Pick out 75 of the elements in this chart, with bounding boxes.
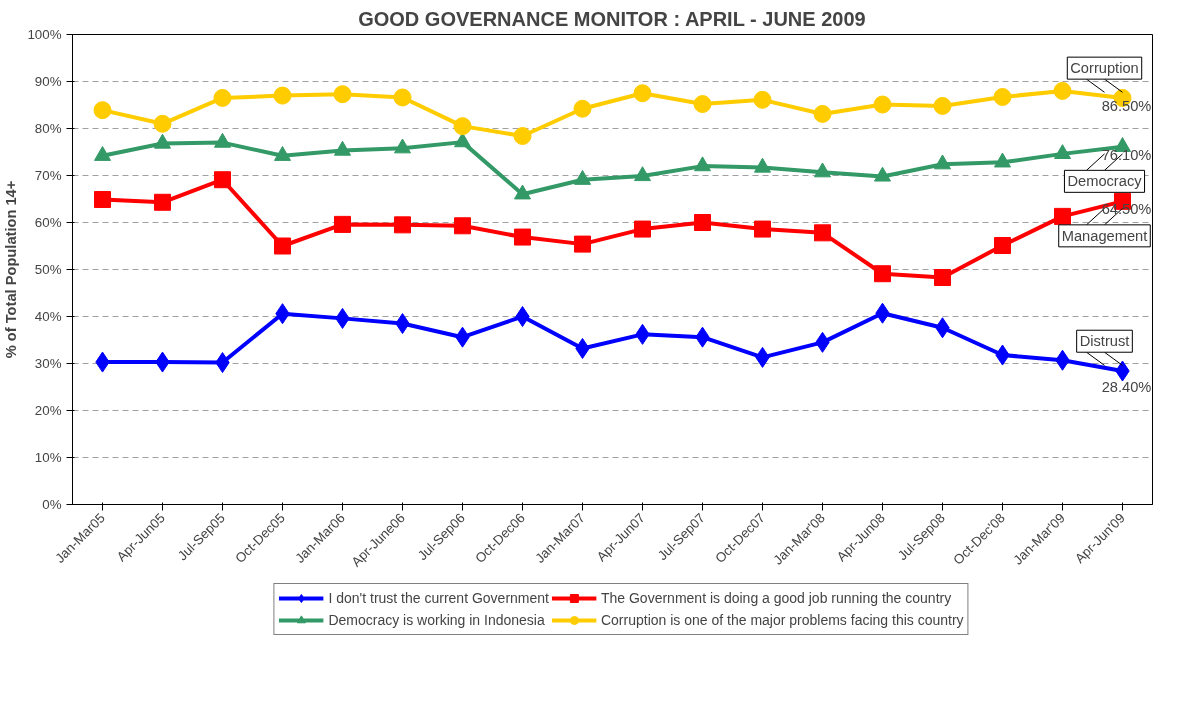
- point: [874, 166, 891, 182]
- legend-label: Democracy is working in Indonesia: [328, 612, 545, 628]
- point: [513, 127, 532, 145]
- point: [214, 132, 231, 148]
- point: [934, 154, 951, 170]
- point: [94, 190, 111, 208]
- data-label: 86.50%: [1101, 97, 1152, 114]
- y-tick-label: 30%: [34, 356, 62, 371]
- point: [154, 193, 171, 211]
- point: [933, 96, 952, 115]
- point: [1054, 144, 1071, 159]
- legend-label: The Government is doing a good job running the country: [600, 590, 952, 606]
- y-tick-label: 50%: [34, 262, 62, 277]
- point: [934, 268, 951, 286]
- point: [754, 157, 771, 173]
- point: [634, 166, 651, 182]
- point: [93, 101, 112, 120]
- point: [334, 215, 351, 233]
- legend-label: I don't trust the current Government: [328, 590, 549, 606]
- annotation: Corruption: [1070, 60, 1139, 77]
- y-axis-title: % of Total Population 14+: [3, 180, 20, 359]
- data-label: 76.10%: [1101, 146, 1152, 163]
- y-tick-label: 60%: [34, 215, 62, 230]
- y-tick-label: 20%: [34, 403, 62, 418]
- point: [454, 217, 471, 235]
- point: [693, 95, 712, 114]
- annotation: Distrust: [1079, 333, 1130, 350]
- point: [394, 216, 411, 234]
- point: [333, 85, 352, 104]
- point: [1053, 81, 1072, 100]
- y-tick-label: 0%: [42, 497, 62, 512]
- point: [334, 140, 351, 156]
- point: [153, 114, 172, 133]
- point: [454, 132, 471, 148]
- point: [514, 228, 531, 246]
- point: [814, 162, 831, 178]
- point: [573, 99, 592, 118]
- point: [994, 237, 1011, 255]
- point: [634, 220, 651, 238]
- point: [154, 133, 171, 149]
- y-tick-label: 100%: [27, 27, 62, 42]
- annotation: Democracy: [1067, 173, 1143, 190]
- y-tick-label: 80%: [34, 121, 62, 136]
- point: [514, 184, 531, 200]
- annotation: Management: [1061, 227, 1148, 244]
- point: [1054, 207, 1071, 225]
- chart-title: GOOD GOVERNANCE MONITOR : APRIL - JUNE 2009: [358, 7, 866, 30]
- legend-label: Corruption is one of the major problems facing this country: [600, 612, 964, 628]
- point: [574, 235, 591, 253]
- y-tick-label: 90%: [34, 74, 62, 89]
- point: [453, 117, 472, 136]
- point: [753, 90, 772, 109]
- y-tick-label: 40%: [34, 309, 62, 324]
- point: [213, 88, 232, 107]
- point: [633, 84, 652, 103]
- point: [993, 88, 1012, 106]
- point: [94, 146, 111, 161]
- point: [754, 220, 771, 238]
- y-tick-label: 70%: [34, 168, 62, 183]
- y-tick-label: 10%: [34, 450, 62, 465]
- point: [515, 306, 530, 327]
- point: [273, 86, 292, 105]
- point: [874, 265, 891, 283]
- point: [873, 95, 892, 114]
- point: [694, 156, 711, 172]
- point: [274, 237, 291, 255]
- point: [994, 152, 1011, 168]
- point: [274, 146, 291, 161]
- point: [393, 88, 412, 107]
- point: [694, 214, 711, 231]
- point: [814, 224, 831, 242]
- point: [394, 138, 411, 154]
- point: [214, 171, 231, 189]
- data-label: 28.40%: [1101, 379, 1152, 396]
- point: [813, 104, 832, 123]
